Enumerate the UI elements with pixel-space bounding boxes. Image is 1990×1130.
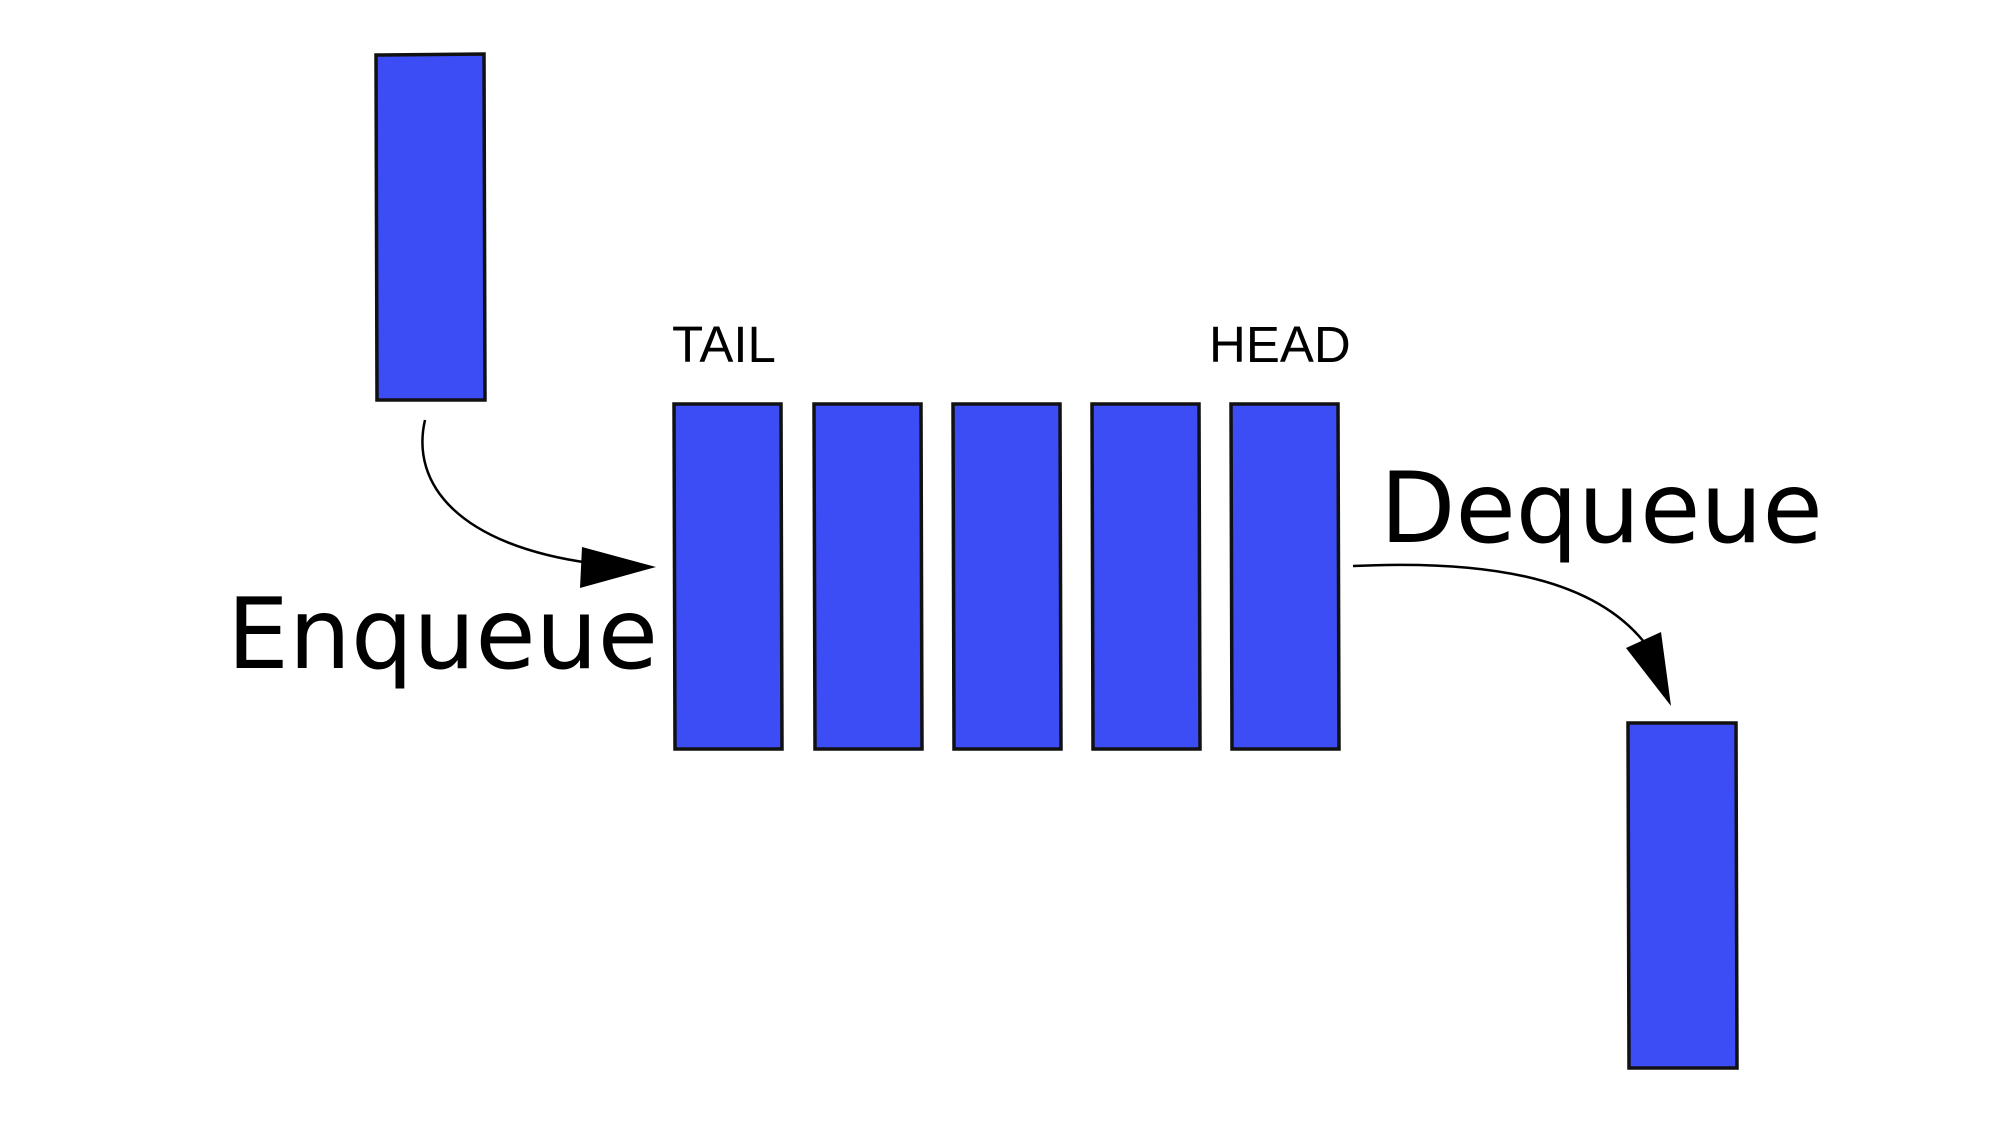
enqueue-arrow [421, 419, 656, 588]
incoming-item-block [374, 52, 487, 402]
queue-items [672, 402, 1341, 751]
queue-item-block [672, 402, 784, 751]
queue-item-block [1090, 402, 1202, 751]
queue-item-block [1229, 402, 1341, 751]
dequeued-item-block [1626, 721, 1739, 1070]
dequeue-arrow [1352, 563, 1671, 706]
enqueue-label: Enqueue [227, 578, 658, 692]
queue-item-block [951, 402, 1063, 751]
dequeue-label: Dequeue [1380, 452, 1823, 566]
tail-label: TAIL [672, 316, 776, 373]
queue-item-block [812, 402, 924, 751]
head-label: HEAD [1209, 316, 1351, 373]
